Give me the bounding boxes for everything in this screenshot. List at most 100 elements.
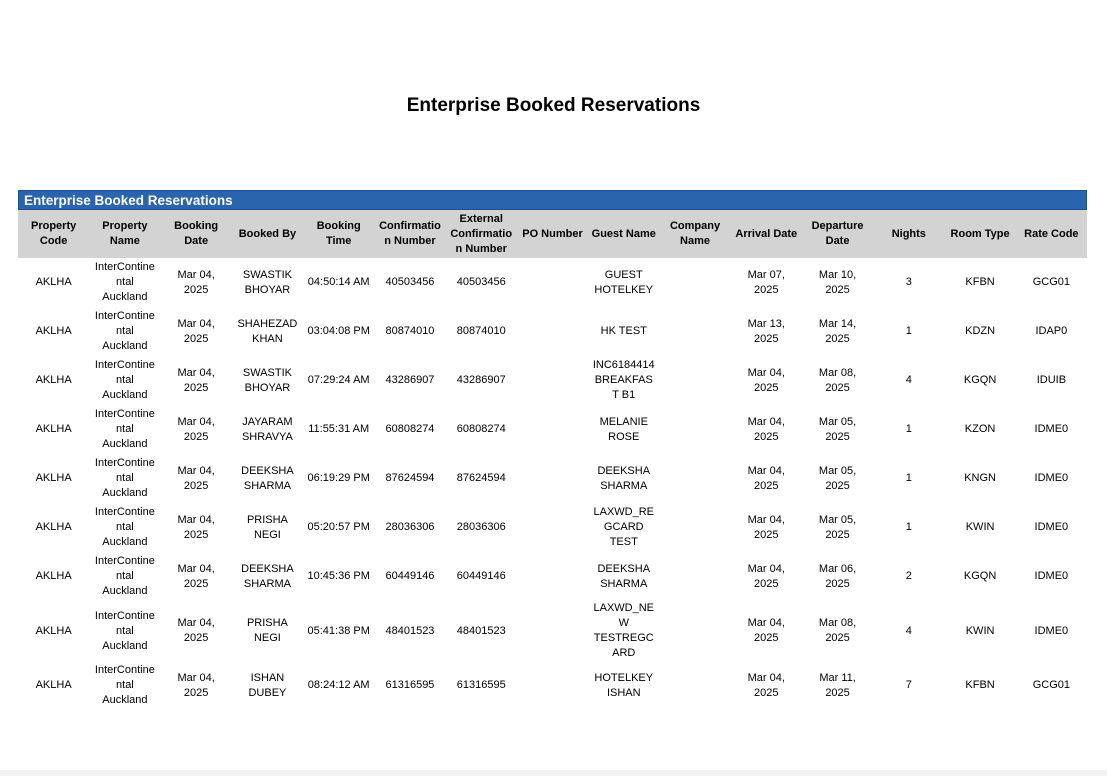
table-cell: 08:24:12 AM (307, 679, 370, 691)
table-cell: 1 (905, 521, 912, 533)
table-cell: AKLHA (35, 423, 72, 435)
table-cell: 48401523 (385, 624, 435, 637)
table-cell: Mar 04, 2025 (177, 513, 215, 541)
table-cell: DEEKSHA SHARMA (597, 464, 651, 492)
table-cell (659, 454, 730, 503)
table-cell: Mar 11, 2025 (819, 671, 856, 699)
table-cell: 04:50:14 AM (307, 276, 370, 288)
column-header: External Confirmation Number (445, 210, 517, 258)
table-cell: 4 (905, 374, 912, 386)
table-cell: KWIN (965, 521, 995, 533)
table-cell (659, 552, 730, 601)
table-cell: SHAHEZAD KHAN (237, 317, 298, 345)
table-cell (517, 552, 588, 601)
table-cell (659, 307, 730, 356)
table-cell: 28036306 (385, 521, 435, 533)
table-cell: AKLHA (35, 325, 72, 337)
table-cell: GCG01 (1032, 276, 1070, 288)
table: Property Code Property Name Booking Date Bo… (18, 210, 1087, 710)
table-cell: 60808274 (385, 423, 435, 435)
table-cell: KGQN (963, 570, 997, 582)
table-cell: DEEKSHA SHARMA (241, 464, 294, 492)
table-cell: KNGN (964, 472, 996, 484)
table-cell: LAXWD_NEW TESTREGCARD (593, 602, 655, 659)
table-cell: AKLHA (35, 679, 72, 691)
table-cell: Mar 04, 2025 (177, 464, 215, 492)
page-title: Enterprise Booked Reservations (406, 95, 701, 116)
table-row: AKLHA InterContinental Auckland Mar 04, 20… (18, 356, 1087, 405)
table-cell: IDME0 (1034, 472, 1069, 484)
table-row: AKLHA InterContinental Auckland Mar 04, 20… (18, 258, 1087, 307)
table-cell: 1 (905, 472, 912, 484)
footer-strip (0, 770, 1107, 776)
table-cell: 06:19:29 PM (307, 472, 370, 484)
table-cell: Mar 04, 2025 (747, 671, 785, 699)
table-cell (659, 258, 730, 307)
table-cell: Mar 04, 2025 (177, 415, 215, 443)
table-cell: IDME0 (1034, 521, 1069, 533)
table-cell (517, 356, 588, 405)
table-cell: 3 (905, 276, 912, 288)
table-cell: Mar 04, 2025 (747, 513, 785, 541)
table-cell: KFBN (965, 276, 995, 288)
table-cell: AKLHA (35, 570, 72, 582)
table-cell: Mar 14, 2025 (818, 317, 857, 345)
column-header: Room Type (944, 210, 1016, 258)
table-cell: KFBN (965, 679, 995, 691)
table-cell: Mar 10, 2025 (818, 268, 857, 296)
table-cell (517, 503, 588, 552)
table-cell: Mar 04, 2025 (747, 562, 785, 590)
table-cell: Mar 04, 2025 (747, 617, 785, 644)
table-cell: 87624594 (385, 472, 435, 484)
table-cell: Mar 07, 2025 (747, 268, 785, 296)
table-cell: Mar 04, 2025 (177, 268, 215, 296)
table-cell: JAYARAM SHRAVYA (241, 415, 293, 443)
table-cell: 1 (905, 325, 912, 337)
table-cell: DEEKSHA SHARMA (241, 562, 294, 590)
table-cell: KGQN (963, 374, 997, 386)
table-cell: InterContinental Auckland (94, 261, 155, 303)
table-cell (659, 661, 730, 710)
table-cell: Mar 04, 2025 (747, 366, 785, 394)
table-cell (517, 307, 588, 356)
table-cell: AKLHA (35, 374, 72, 386)
table-cell: KZON (964, 423, 996, 435)
table-cell: 80874010 (456, 325, 506, 337)
table-cell: AKLHA (35, 472, 72, 484)
table-cell: Mar 05, 2025 (818, 415, 857, 443)
table-cell: KWIN (965, 624, 995, 637)
table-cell: 60808274 (456, 423, 506, 435)
table-cell: 05:41:38 PM (307, 624, 370, 637)
table-cell: Mar 04, 2025 (177, 317, 215, 345)
table-cell: Mar 08, 2025 (818, 617, 857, 644)
column-header: Booking Time (303, 210, 375, 258)
table-cell: PRISHA NEGI (246, 513, 288, 541)
table-cell (659, 405, 730, 454)
table-cell: 07:29:24 AM (307, 374, 370, 386)
column-header: Rate Code (1015, 210, 1087, 258)
table-cell (659, 356, 730, 405)
table-cell: InterContinental Auckland (94, 457, 155, 499)
table-row: AKLHA InterContinental Auckland Mar 04, 20… (18, 307, 1087, 356)
table-cell: HK TEST (600, 325, 647, 337)
table-cell: Mar 04, 2025 (747, 464, 785, 492)
table-cell: 1 (905, 423, 912, 435)
table-cell: AKLHA (35, 276, 72, 288)
table-cell: Mar 04, 2025 (177, 617, 215, 644)
column-header: Arrival Date (730, 210, 802, 258)
table-cell (517, 405, 588, 454)
table-row: AKLHA InterContinental Auckland Mar 04, 20… (18, 454, 1087, 503)
table-cell: IDME0 (1034, 423, 1069, 435)
column-header: Departure Date (801, 210, 874, 258)
table-cell: 11:55:31 AM (308, 423, 370, 435)
table-cell: Mar 05, 2025 (818, 513, 857, 541)
table-cell: Mar 13, 2025 (747, 317, 785, 345)
table-cell: InterContinental Auckland (94, 310, 155, 352)
table-cell: IDME0 (1034, 570, 1069, 582)
table-row: AKLHA InterContinental Auckland Mar 04, 20… (18, 405, 1087, 454)
table-row: AKLHA InterContinental Auckland Mar 04, 20… (18, 601, 1087, 661)
table-cell (517, 258, 588, 307)
table-cell: InterContinental Auckland (94, 408, 155, 450)
table-cell: 40503456 (456, 276, 506, 288)
